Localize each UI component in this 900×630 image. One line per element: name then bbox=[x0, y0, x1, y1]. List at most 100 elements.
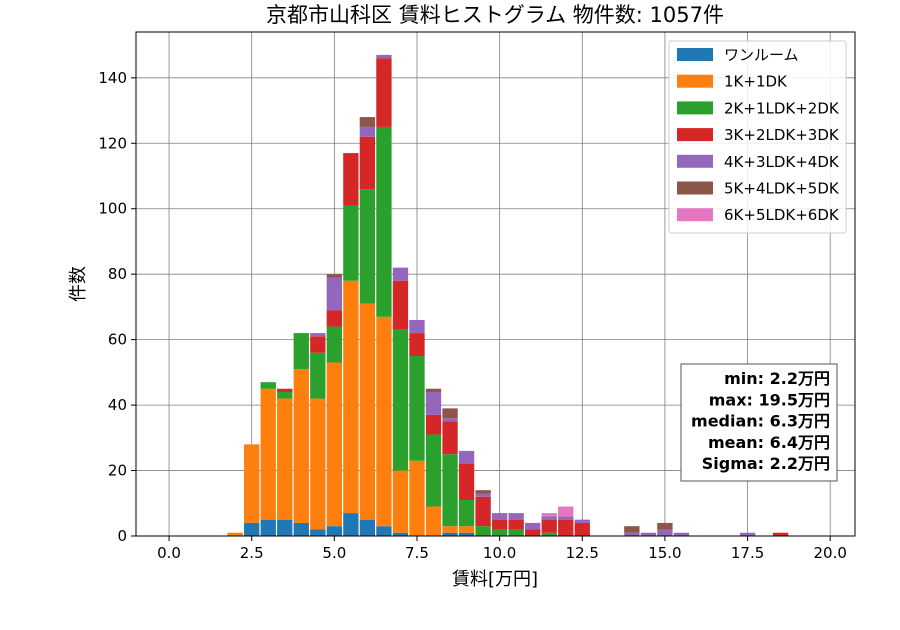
histogram-bar-segment bbox=[442, 532, 458, 536]
histogram-bar-segment bbox=[326, 526, 343, 536]
histogram-bar-segment bbox=[541, 519, 557, 533]
histogram-bar-segment bbox=[541, 516, 557, 520]
histogram-bar-segment bbox=[409, 320, 425, 334]
histogram-bar-segment bbox=[425, 392, 442, 415]
histogram-bar-segment bbox=[343, 205, 359, 281]
histogram-bar-segment bbox=[425, 434, 442, 507]
legend-label: 3K+2LDK+3DK bbox=[724, 126, 840, 144]
stats-box-frame bbox=[680, 363, 838, 482]
histogram-bar-segment bbox=[343, 513, 359, 536]
histogram-bar-segment bbox=[657, 529, 673, 536]
stats-line: mean: 6.4万円 bbox=[708, 433, 830, 452]
histogram-bar-segment bbox=[293, 522, 309, 536]
histogram-bar-segment bbox=[359, 126, 376, 137]
histogram-bar-segment bbox=[310, 336, 326, 353]
histogram-bar-segment bbox=[392, 532, 409, 536]
histogram-bar-segment bbox=[392, 267, 409, 281]
histogram-bar-segment bbox=[326, 310, 343, 327]
legend-label: 2K+1LDK+2DK bbox=[724, 99, 840, 117]
stats-line: Sigma: 2.2万円 bbox=[702, 454, 830, 473]
histogram-bar-segment bbox=[326, 277, 343, 311]
histogram-bar-segment bbox=[657, 522, 673, 530]
histogram-bar-segment bbox=[558, 519, 574, 536]
histogram-bar-segment bbox=[392, 329, 409, 471]
histogram-bar-segment bbox=[277, 519, 293, 536]
histogram-bar-segment bbox=[574, 519, 590, 523]
histogram-bar-segment bbox=[244, 444, 260, 523]
chart-title: 京都市山科区 賃料ヒストグラム 物件数: 1057件 bbox=[266, 3, 724, 27]
histogram-bar-segment bbox=[442, 418, 458, 422]
histogram-bar-segment bbox=[475, 526, 491, 536]
histogram-bar-segment bbox=[244, 522, 260, 536]
histogram-bar-segment bbox=[260, 382, 276, 389]
histogram-bar-segment bbox=[326, 362, 343, 527]
histogram-bar-segment bbox=[277, 398, 293, 520]
legend: ワンルーム 1K+1DK 2K+1LDK+2DK 3K+2LDK+3DK 4K+3LDK… bbox=[668, 40, 847, 234]
histogram-bar-segment bbox=[310, 333, 326, 337]
legend-box bbox=[668, 40, 847, 234]
histogram-bar-segment bbox=[491, 519, 508, 530]
stats-box: min: 2.2万円 max: 19.5万円 median: 6.3万円 mean: … bbox=[680, 363, 838, 482]
histogram-bar-segment bbox=[359, 136, 376, 190]
histogram-bar-segment bbox=[277, 392, 293, 399]
y-axis-ticks: 0 20 40 60 80 100 120 140 bbox=[98, 69, 136, 545]
y-tick-label: 0 bbox=[117, 527, 127, 545]
legend-label: ワンルーム bbox=[724, 46, 799, 64]
histogram-bar-segment bbox=[458, 500, 475, 527]
stats-line: max: 19.5万円 bbox=[709, 390, 830, 409]
histogram-bar-segment bbox=[376, 54, 392, 59]
histogram-bar-segment bbox=[508, 529, 524, 536]
y-tick-label: 100 bbox=[98, 200, 127, 218]
x-tick-label: 17.5 bbox=[731, 544, 764, 562]
histogram-bars bbox=[227, 54, 789, 536]
histogram-bar-segment bbox=[541, 532, 557, 536]
histogram-bar-segment bbox=[458, 464, 475, 500]
histogram-bar-segment bbox=[277, 388, 293, 392]
stats-lines: min: 2.2万円 max: 19.5万円 median: 6.3万円 mean: … bbox=[691, 369, 830, 473]
histogram-bar-segment bbox=[525, 529, 541, 536]
legend-swatch bbox=[677, 74, 713, 88]
histogram-bar-segment bbox=[491, 529, 508, 536]
histogram-bar-segment bbox=[359, 519, 376, 536]
histogram-bar-segment bbox=[574, 522, 590, 536]
histogram-bar-segment bbox=[359, 117, 376, 127]
legend-swatch bbox=[677, 128, 713, 142]
histogram-bar-segment bbox=[260, 519, 276, 536]
plot-frame bbox=[135, 31, 856, 537]
legend-swatch bbox=[677, 181, 713, 195]
y-tick-label: 40 bbox=[108, 396, 127, 414]
histogram-bar-segment bbox=[392, 470, 409, 533]
x-tick-label: 20.0 bbox=[814, 544, 847, 562]
histogram-bar-segment bbox=[624, 526, 640, 533]
histogram-bar-segment bbox=[376, 526, 392, 536]
histogram-bar-segment bbox=[458, 450, 475, 464]
histogram-bar-segment bbox=[558, 506, 574, 517]
histogram-bar-segment bbox=[310, 352, 326, 399]
histogram-bar-segment bbox=[458, 532, 475, 536]
histogram-bar-segment bbox=[359, 303, 376, 520]
x-tick-label: 12.5 bbox=[566, 544, 599, 562]
histogram-bar-segment bbox=[293, 369, 309, 523]
histogram-bar-segment bbox=[310, 398, 326, 530]
stats-line: min: 2.2万円 bbox=[724, 369, 830, 388]
histogram-bar-segment bbox=[376, 58, 392, 127]
histogram-bar-segment bbox=[508, 519, 524, 530]
x-tick-label: 15.0 bbox=[648, 544, 681, 562]
y-tick-label: 140 bbox=[98, 69, 127, 87]
histogram-bar-segment bbox=[293, 333, 309, 370]
y-tick-label: 120 bbox=[98, 134, 127, 152]
histogram-bar-segment bbox=[491, 513, 508, 520]
histogram-bar-segment bbox=[475, 490, 491, 494]
legend-label: 1K+1DK bbox=[724, 73, 788, 91]
histogram-bar-segment bbox=[475, 496, 491, 527]
histogram-bar-segment bbox=[359, 189, 376, 304]
histogram-bar-segment bbox=[260, 388, 276, 520]
histogram-bar-segment bbox=[558, 516, 574, 520]
x-axis-ticks: 0.0 2.5 5.0 7.5 10.0 12.5 15.0 17.5 20.0 bbox=[157, 536, 847, 562]
histogram-bar-segment bbox=[624, 532, 640, 536]
histogram-bar-segment bbox=[343, 280, 359, 514]
histogram-bar-segment bbox=[425, 414, 442, 435]
histogram-bar-segment bbox=[409, 356, 425, 461]
y-tick-label: 80 bbox=[108, 265, 127, 283]
